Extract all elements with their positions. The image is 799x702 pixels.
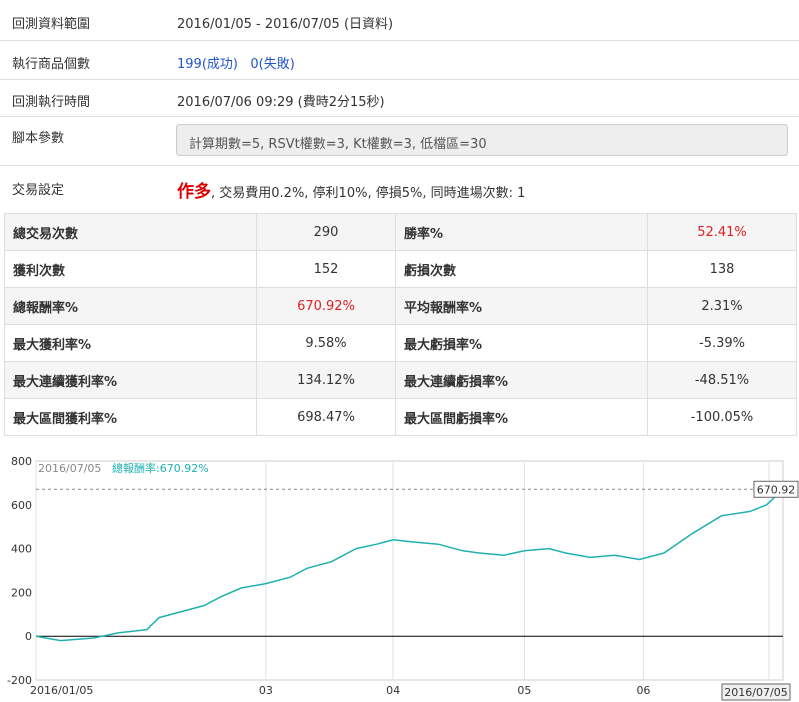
time-label: 回測執行時間 [12, 95, 91, 110]
table-row: 最大獲利率% 9.58% 最大虧損率% -5.39% [4, 324, 797, 362]
stat-value: 2.31% [647, 287, 797, 325]
return-chart[interactable]: -200 0 200 400 600 800 2016/01/05 03 04 05 06 2016/… [0, 455, 799, 702]
stat-value: 9.58% [256, 324, 396, 362]
stat-value: -100.05% [647, 398, 797, 436]
chart-header-date: 2016/07/05 [38, 462, 101, 475]
info-row-trade: 交易設定 作多, 交易費用0.2%, 停利10%, 停損5%, 同時進場次數: … [0, 166, 799, 212]
params-label: 腳本參數 [12, 131, 65, 146]
stat-key: 最大虧損率% [395, 324, 648, 362]
return-series-line [35, 488, 784, 642]
info-row-count: 執行商品個數 199(成功) 0(失敗) [0, 41, 799, 80]
stat-key: 總交易次數 [4, 213, 257, 251]
y-tick-label: 200 [11, 586, 32, 599]
table-row: 最大連續獲利率% 134.12% 最大連續虧損率% -48.51% [4, 361, 797, 399]
stat-key: 最大區間獲利率% [4, 398, 257, 436]
table-row: 總報酬率% 670.92% 平均報酬率% 2.31% [4, 287, 797, 325]
x-tick-label: 04 [386, 684, 400, 697]
stat-value: 52.41% [647, 213, 797, 251]
stat-value: -5.39% [647, 324, 797, 362]
y-tick-label: 600 [11, 499, 32, 512]
info-row-params: 腳本參數 [0, 117, 799, 166]
count-value: 199(成功) 0(失敗) [177, 53, 295, 72]
y-tick-label: 800 [11, 455, 32, 468]
stat-key: 平均報酬率% [395, 287, 648, 325]
x-tick-label: 03 [259, 684, 273, 697]
stat-key: 勝率% [395, 213, 648, 251]
last-value-box [753, 480, 799, 498]
info-row-range: 回測資料範圍 2016/01/05 - 2016/07/05 (日資料) [0, 0, 799, 41]
cursor-date-box [721, 683, 791, 701]
info-row-time: 回測執行時間 2016/07/06 09:29 (費時2分15秒) [0, 80, 799, 117]
params-field[interactable]: 計算期數=5, RSVt權數=3, Kt權數=3, 低檔區=30 [176, 124, 788, 156]
y-tick-label: -200 [7, 674, 32, 687]
stat-key: 最大連續獲利率% [4, 361, 257, 399]
table-row: 最大區間獲利率% 698.47% 最大區間虧損率% -100.05% [4, 398, 797, 436]
stat-value: 152 [256, 250, 396, 288]
x-tick-label: 06 [636, 684, 650, 697]
stat-value: 290 [256, 213, 396, 251]
trade-label: 交易設定 [12, 183, 65, 198]
stat-value: -48.51% [647, 361, 797, 399]
stat-key: 獲利次數 [4, 250, 257, 288]
last-value-label: 670.92 [757, 483, 796, 496]
stat-key: 虧損次數 [395, 250, 648, 288]
count-label: 執行商品個數 [12, 57, 91, 72]
stat-value: 670.92% [256, 287, 396, 325]
y-tick-label: 0 [25, 630, 32, 643]
table-row: 獲利次數 152 虧損次數 138 [4, 250, 797, 288]
stats-table: 總交易次數 290 勝率% 52.41% 獲利次數 152 虧損次數 138 總… [4, 213, 797, 436]
y-tick-label: 400 [11, 543, 32, 556]
table-row: 總交易次數 290 勝率% 52.41% [4, 213, 797, 251]
plot-frame [35, 460, 784, 681]
time-value: 2016/07/06 09:29 (費時2分15秒) [177, 95, 385, 110]
count-fail-link[interactable]: 0(失敗) [250, 57, 295, 72]
stat-value: 698.47% [256, 398, 396, 436]
range-label: 回測資料範圍 [12, 17, 91, 32]
stat-key: 總報酬率% [4, 287, 257, 325]
range-value: 2016/01/05 - 2016/07/05 (日資料) [177, 17, 394, 32]
stat-value: 138 [647, 250, 797, 288]
x-tick-label: 05 [517, 684, 531, 697]
chart-header-series: 總報酬率:670.92% [112, 461, 209, 475]
trade-settings: , 交易費用0.2%, 停利10%, 停損5%, 同時進場次數: 1 [211, 186, 526, 201]
cursor-date-label: 2016/07/05 [724, 686, 787, 699]
stat-key: 最大區間虧損率% [395, 398, 648, 436]
trade-value: 作多, 交易費用0.2%, 停利10%, 停損5%, 同時進場次數: 1 [177, 177, 525, 202]
stat-key: 最大連續虧損率% [395, 361, 648, 399]
trade-direction: 作多 [177, 182, 211, 202]
stat-key: 最大獲利率% [4, 324, 257, 362]
x-tick-label: 2016/01/05 [30, 684, 93, 697]
stat-value: 134.12% [256, 361, 396, 399]
count-success-link[interactable]: 199(成功) [177, 57, 238, 72]
